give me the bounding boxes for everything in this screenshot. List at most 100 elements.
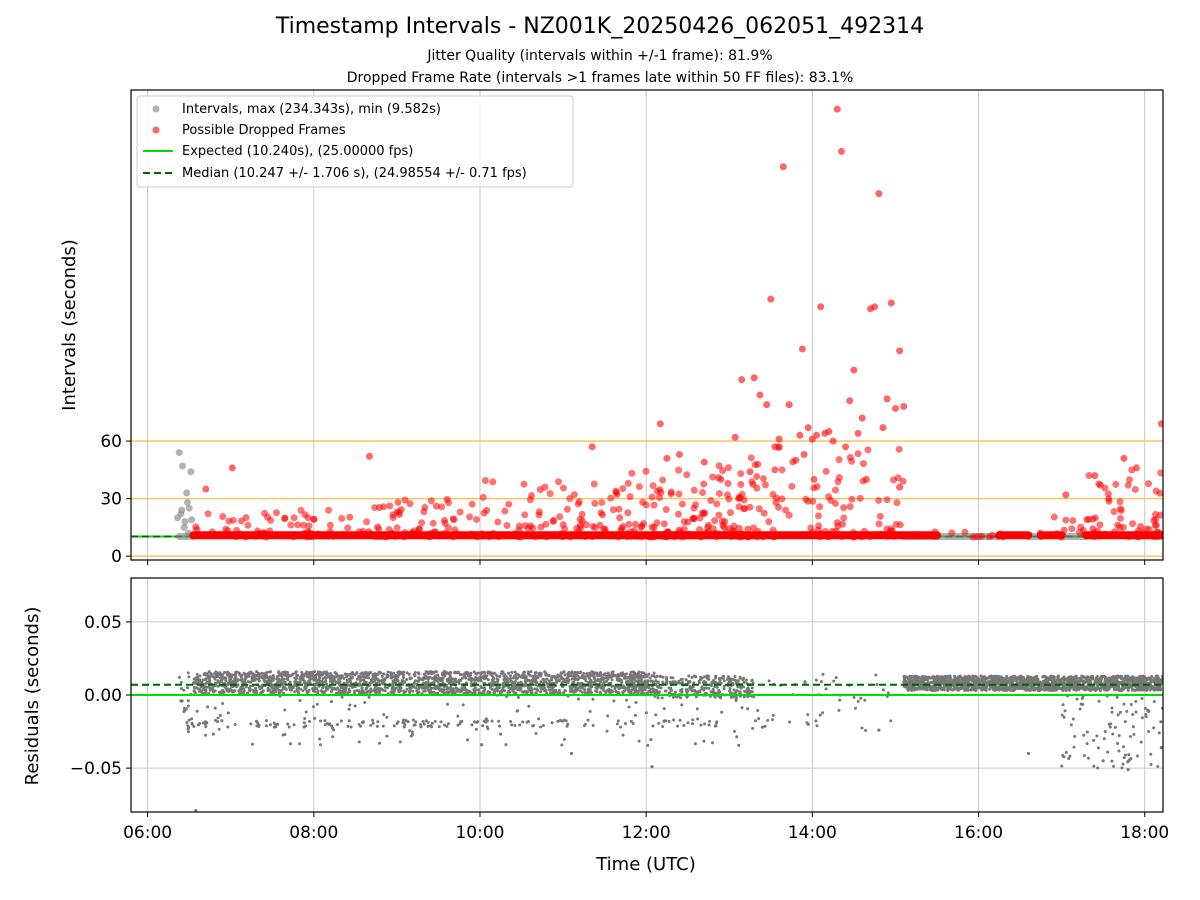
chart-subtitle-jitter: Jitter Quality (intervals within +/-1 fr…: [427, 48, 773, 64]
residual-point: [1069, 678, 1073, 682]
residual-point: [1096, 746, 1100, 750]
residual-point: [431, 671, 435, 675]
residual-point: [427, 685, 431, 689]
residual-point: [439, 720, 443, 724]
residual-point: [549, 691, 553, 695]
residual-point: [753, 719, 757, 723]
residual-point: [247, 672, 251, 676]
dropped-point: [961, 528, 969, 536]
residual-point: [993, 688, 997, 692]
dropped-point: [338, 514, 346, 522]
residual-point: [204, 725, 208, 729]
residual-point: [1119, 675, 1123, 679]
dropped-point: [300, 521, 308, 529]
residual-point: [456, 689, 460, 693]
residual-point: [1111, 674, 1115, 678]
residual-point: [1129, 734, 1133, 738]
residual-point: [353, 689, 357, 693]
dropped-point-29: [837, 147, 845, 155]
residual-point: [1030, 679, 1034, 683]
dropped-point: [381, 533, 389, 541]
residual-point: [967, 674, 971, 678]
dropped-point: [1157, 469, 1163, 477]
residual-point: [695, 707, 699, 711]
dropped-point: [804, 497, 812, 505]
residual-point: [963, 686, 967, 690]
residual-point: [472, 691, 476, 695]
dropped-point-13: [767, 295, 775, 303]
residual-point: [187, 675, 191, 679]
residual-point: [237, 671, 241, 675]
residual-point: [969, 688, 973, 692]
residual-point: [998, 680, 1002, 684]
residual-point: [204, 690, 208, 694]
residual-point: [292, 723, 296, 727]
residual-point: [1130, 676, 1134, 680]
residual-point: [699, 723, 703, 727]
dropped-point: [463, 531, 471, 539]
residual-point: [599, 680, 603, 684]
residual-point: [298, 742, 302, 746]
residual-point: [445, 724, 449, 728]
residual-point: [908, 685, 912, 689]
residual-point: [450, 690, 454, 694]
dropped-point: [715, 511, 723, 519]
residual-point: [602, 676, 606, 680]
residual-point: [1126, 674, 1130, 678]
residual-point: [194, 686, 198, 690]
residual-point: [933, 675, 937, 679]
residual-point: [221, 702, 225, 706]
residual-point: [215, 674, 219, 678]
dropped-point: [606, 532, 614, 540]
residual-point: [324, 686, 328, 690]
dropped-point: [619, 485, 627, 493]
residual-point: [213, 672, 217, 676]
residual-point: [398, 740, 402, 744]
residual-point: [527, 673, 531, 677]
residual-point: [573, 688, 577, 692]
dropped-point: [523, 531, 531, 539]
residual-point: [414, 686, 418, 690]
residual-point: [340, 695, 344, 699]
residual-point: [369, 670, 373, 674]
residual-point: [1023, 685, 1027, 689]
residual-point: [745, 689, 749, 693]
residual-point: [416, 679, 420, 683]
residual-point: [1103, 730, 1107, 734]
dropped-point: [659, 476, 667, 484]
residual-point: [303, 685, 307, 689]
dropped-point: [771, 533, 779, 541]
residual-point: [293, 690, 297, 694]
dropped-point: [272, 509, 280, 517]
residual-point: [327, 723, 331, 727]
residual-point: [1137, 688, 1141, 692]
dropped-point: [415, 525, 423, 533]
dropped-point: [394, 498, 402, 506]
residual-point: [766, 718, 770, 722]
bottom-y-tick-label-1: 0.00: [84, 686, 122, 706]
residual-point: [491, 678, 495, 682]
residual-point: [653, 688, 657, 692]
residual-point: [296, 673, 300, 677]
dropped-point: [578, 510, 586, 518]
residual-point: [625, 687, 629, 691]
residual-point: [589, 690, 593, 694]
residual-point: [686, 721, 690, 725]
dropped-point: [1093, 527, 1101, 535]
residual-point: [739, 685, 743, 689]
residual-point: [379, 671, 383, 675]
residual-point: [490, 681, 494, 685]
residual-point: [595, 686, 599, 690]
dropped-point: [700, 480, 708, 488]
residual-point: [1067, 688, 1071, 692]
residual-point: [560, 681, 564, 685]
residual-point: [464, 681, 468, 685]
residual-point: [267, 670, 271, 674]
residual-point: [249, 722, 253, 726]
residual-point: [700, 685, 704, 689]
residual-point: [1011, 675, 1015, 679]
residual-point: [980, 688, 984, 692]
residual-point: [445, 702, 449, 706]
residual-point: [654, 713, 658, 717]
dropped-point: [778, 466, 786, 474]
